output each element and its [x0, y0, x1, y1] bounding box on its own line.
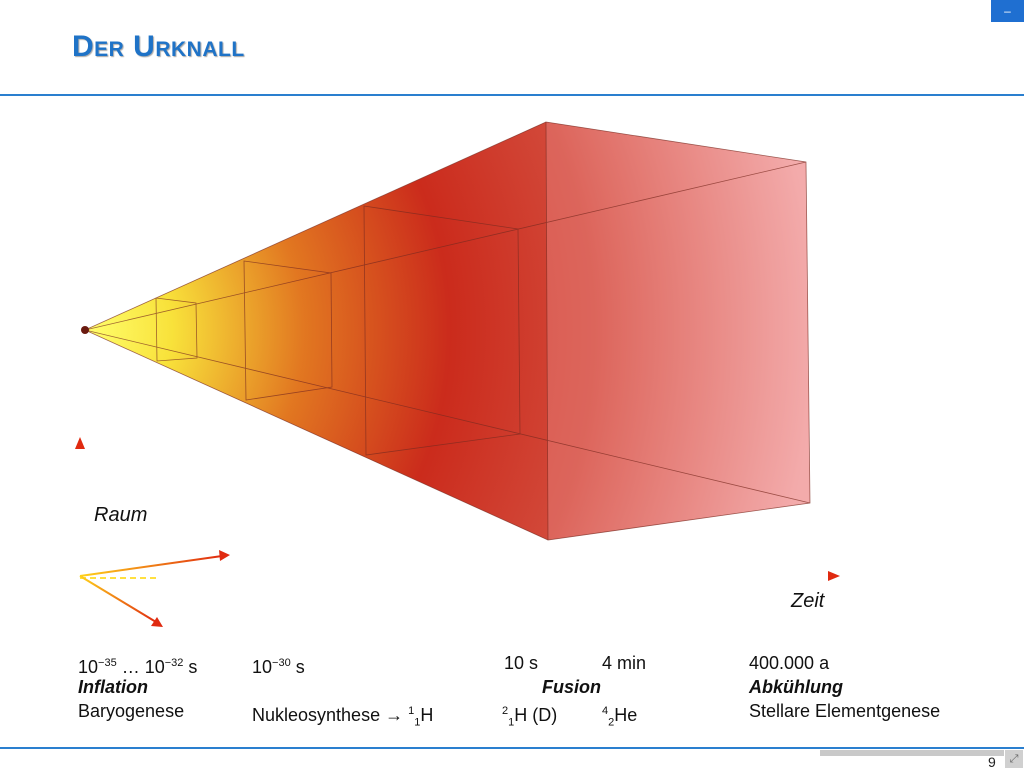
- section-4: [545, 121, 811, 541]
- time-nucleosynthesis: 10−30 s: [252, 657, 305, 677]
- depth-axis-b: [79, 575, 157, 623]
- final-box-front: [546, 122, 810, 540]
- expansion-cone: [85, 122, 810, 540]
- time-400000a: 400.000 a: [749, 653, 830, 673]
- time-10s: 10 s: [504, 653, 539, 673]
- isotope-helium: 42He: [602, 705, 638, 729]
- time-axis-arrow: [828, 571, 840, 581]
- time-axis-label: Zeit: [791, 590, 825, 612]
- depth-axis-b-arrow: [151, 617, 163, 627]
- fullscreen-icon[interactable]: ⤢: [1005, 750, 1023, 768]
- process-baryogenese: Baryogenese: [78, 701, 185, 721]
- depth-axis-a-arrow: [219, 550, 230, 561]
- time-inflation: 10−35 … 10−32 s: [78, 657, 198, 677]
- phase-inflation: Inflation: [78, 677, 148, 697]
- section-3: [363, 205, 521, 456]
- title-divider: [0, 94, 1024, 96]
- space-axis-arrow: [75, 437, 85, 449]
- depth-axis-a: [79, 555, 223, 577]
- time-4min: 4 min: [602, 653, 647, 673]
- footer-divider: [0, 747, 1024, 749]
- phase-abkuehlung: Abkühlung: [749, 677, 843, 697]
- isotope-deuterium: 21H (D): [502, 705, 558, 729]
- section-2: [243, 260, 333, 401]
- phase-fusion: Fusion: [542, 677, 601, 697]
- process-stellar: Stellare Elementgenese: [749, 701, 941, 721]
- section-1: [155, 297, 198, 362]
- space-axis-label: Raum: [94, 504, 148, 526]
- process-nucleosynthesis: Nukleosynthese → 11H: [252, 705, 434, 729]
- nav-menu-button[interactable]: –: [991, 0, 1024, 22]
- singularity-point: [81, 326, 89, 334]
- page-number: 9: [988, 754, 996, 770]
- slide-title: Der Urknall: [72, 30, 245, 63]
- slide-progress-bar: [820, 750, 1004, 756]
